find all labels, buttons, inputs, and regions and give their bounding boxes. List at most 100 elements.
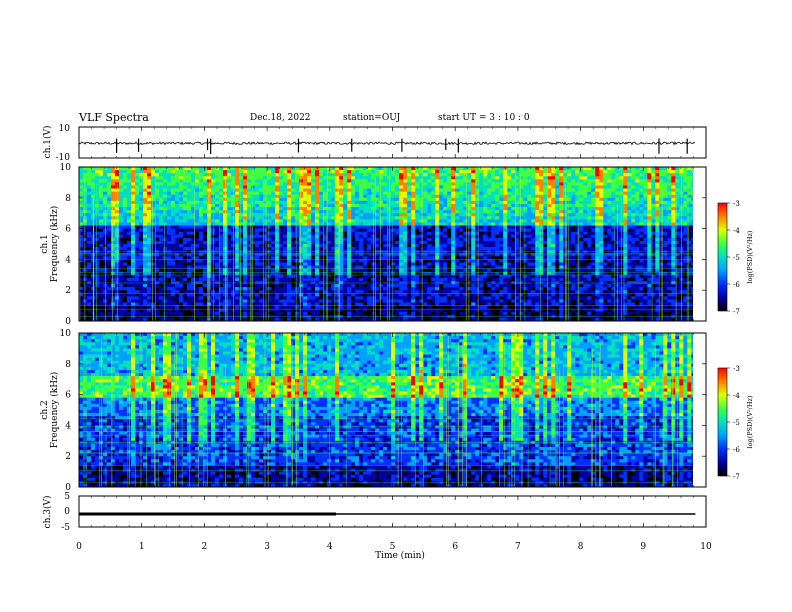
spectrogram-cell (343, 225, 348, 229)
spectrogram-cell (251, 268, 256, 273)
spectrogram-cell (267, 191, 272, 196)
spectrogram-cell (419, 290, 424, 294)
spectrogram-cell (275, 277, 280, 282)
spectrogram-cell (227, 262, 232, 266)
spectrogram-cell (359, 308, 364, 313)
spectrogram-cell (107, 167, 112, 171)
spectrogram-cell (271, 234, 276, 239)
spectrogram-cell (123, 182, 128, 186)
spectrogram-cell (375, 179, 380, 183)
spectrogram-cell (311, 262, 316, 266)
spectrogram-cell (219, 203, 224, 208)
spectrogram-cell (199, 170, 204, 174)
spectrogram-cell (339, 185, 344, 189)
spectrogram-cell (99, 194, 104, 199)
spectrogram-cell (139, 268, 144, 273)
spectrogram-cell (235, 194, 240, 199)
spectrogram-cell (411, 237, 416, 242)
spectrogram-cell (99, 296, 104, 300)
spectrogram-cell (275, 234, 280, 239)
spectrogram-cell (455, 222, 460, 226)
spectrogram-cell (319, 299, 324, 303)
spectrogram-cell (359, 179, 364, 183)
spectrogram-cell (131, 173, 136, 177)
spectrogram-cell (195, 299, 200, 303)
spectrogram-cell (287, 305, 292, 309)
spectrogram-cell (107, 182, 112, 186)
spectrogram-cell (407, 213, 412, 217)
spectrogram-cell (207, 203, 212, 208)
spectrogram-cell (403, 197, 408, 202)
spectrogram-cell (355, 207, 360, 211)
spectrogram-cell (143, 219, 148, 223)
spectrogram-cell (163, 237, 168, 242)
spectrogram-cell (287, 194, 292, 199)
spectrogram-cell (255, 210, 260, 214)
spectrogram-cell (335, 197, 340, 202)
spectrogram-cell (187, 265, 192, 269)
spectrogram-cell (95, 262, 100, 266)
spectrogram-cell (467, 299, 472, 303)
spectrogram-cell (291, 216, 296, 220)
spectrogram-cell (171, 268, 176, 273)
spectrogram-cell (307, 302, 312, 306)
spectrogram-cell (447, 207, 452, 211)
spectrogram-cell (235, 268, 240, 273)
spectrogram-cell (291, 268, 296, 273)
spectrogram-cell (95, 256, 100, 260)
spectrogram-cell (287, 308, 292, 313)
spectrogram-cell (139, 213, 144, 217)
spectrogram-cell (323, 179, 328, 183)
spectrogram-cell (371, 299, 376, 303)
spectrogram-cell (167, 290, 172, 294)
spectrogram-cell (407, 185, 412, 189)
spectrogram-cell (379, 188, 384, 192)
spectrogram-cell (411, 317, 416, 321)
spectrogram-cell (375, 271, 380, 276)
spectrogram-cell (459, 194, 464, 199)
spectrogram-cell (435, 225, 440, 229)
spectrogram-cell (343, 210, 348, 214)
spectrogram-cell (447, 305, 452, 309)
spectrogram-cell (167, 311, 172, 316)
spectrogram-cell (379, 311, 384, 316)
spectrogram-cell (315, 308, 320, 313)
spectrogram-cell (391, 194, 396, 199)
spectrogram-cell (379, 173, 384, 177)
spectrogram-cell (147, 225, 152, 229)
spectrogram-cell (415, 290, 420, 294)
spectrogram-cell (387, 268, 392, 273)
spectrogram-cell (135, 287, 140, 291)
spectrogram-cell (467, 194, 472, 199)
spectrogram-cell (119, 234, 124, 239)
spectrogram-cell (419, 191, 424, 196)
spectrogram-cell (295, 207, 300, 211)
spectrogram-cell (315, 293, 320, 297)
spectrogram-cell (455, 167, 460, 171)
spectrogram-cell (367, 197, 372, 202)
spectrogram-cell (391, 302, 396, 306)
spectrogram-cell (327, 280, 332, 285)
spectrogram-cell (219, 200, 224, 205)
spectrogram-cell (451, 194, 456, 199)
spectrogram-cell (435, 311, 440, 316)
spectrogram-cell (215, 259, 220, 263)
spectrogram-cell (199, 231, 204, 236)
spectrogram-cell (311, 302, 316, 306)
spectrogram-cell (451, 259, 456, 263)
spectrogram-cell (443, 296, 448, 300)
spectrogram-cell (167, 305, 172, 309)
spectrogram-cell (415, 222, 420, 226)
spectrogram-cell (179, 176, 184, 180)
spectrogram-cell (227, 173, 232, 177)
spectrogram-cell (303, 182, 308, 186)
spectrogram-cell (255, 280, 260, 285)
spectrogram-cell (439, 262, 444, 266)
spectrogram-cell (307, 247, 312, 251)
spectrogram-cell (411, 277, 416, 282)
spectrogram-cell (311, 216, 316, 220)
spectrogram-cell (167, 191, 172, 196)
spectrogram-cell (195, 228, 200, 232)
spectrogram-cell (263, 234, 268, 239)
spectrogram-cell (283, 240, 288, 245)
